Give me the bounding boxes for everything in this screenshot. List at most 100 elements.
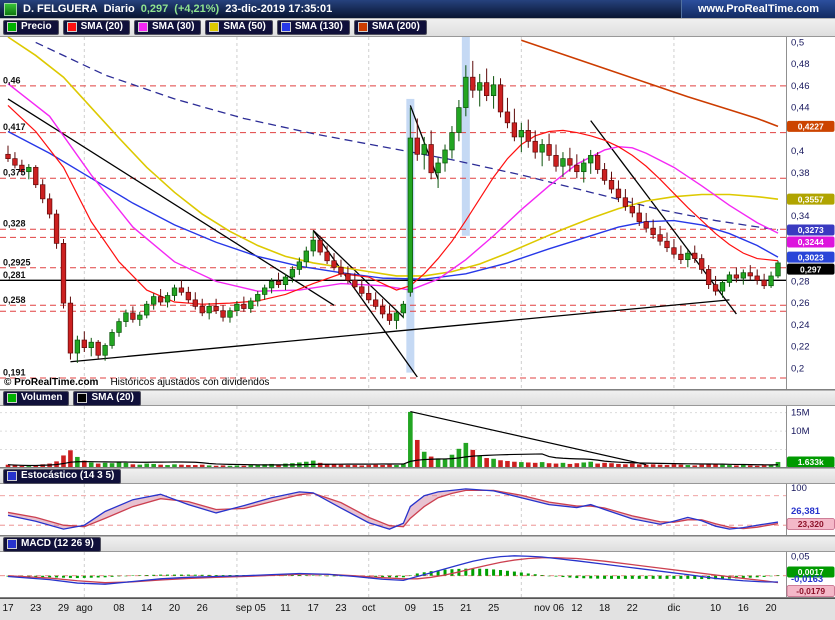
- axis-label: 0,44: [791, 103, 810, 114]
- price-badge-sma200-box: [787, 120, 835, 132]
- candle-body: [477, 82, 483, 91]
- level-label: 0,417: [3, 122, 26, 132]
- volume-panel-legend: Volumen SMA (20): [0, 390, 835, 406]
- candle-body: [574, 164, 580, 173]
- axis-label: -0,0163: [791, 574, 823, 585]
- macd-hist-bar: [401, 575, 405, 578]
- macd-hist-bar: [443, 569, 447, 576]
- volume-bar: [123, 462, 129, 468]
- candle-body: [539, 144, 545, 153]
- stochastic-chart[interactable]: 100 26,381 23,320: [0, 484, 835, 536]
- time-tick-label: dic: [667, 603, 681, 614]
- volume-bar: [539, 462, 545, 468]
- trendline: [312, 229, 404, 318]
- macd-chart[interactable]: 0,05 0,0017-0,0163-0,0179: [0, 552, 835, 598]
- candle-body: [546, 144, 552, 156]
- macd-hist-bar: [68, 575, 72, 578]
- legend-price-sma-200[interactable]: SMA (200): [353, 20, 427, 35]
- price-chart[interactable]: 0,46 0,417 0,375 0,328 0,2925 0,281 0,258 0,191…: [0, 37, 835, 390]
- volume-bar: [387, 464, 392, 468]
- macd-hist-bar: [464, 568, 468, 576]
- price-badge-dashed-ma: 0,3273: [787, 224, 835, 236]
- volume-bar: [671, 464, 677, 468]
- candle-body: [67, 302, 74, 354]
- candle-body: [296, 261, 303, 270]
- macd-hist-bar: [290, 575, 294, 576]
- legend-price-sma-50[interactable]: SMA (50): [205, 20, 273, 35]
- volume-bar: [754, 465, 760, 468]
- volume-bar: [581, 462, 587, 468]
- legend-price-sma-30[interactable]: SMA (30): [134, 20, 202, 35]
- volume-bar: [269, 463, 274, 468]
- candle-body: [678, 253, 684, 261]
- volume-bar: [678, 464, 684, 468]
- volume-bar: [12, 465, 18, 468]
- candle-body: [705, 269, 712, 285]
- candle-body: [359, 286, 365, 294]
- price-panel: 0,46 0,417 0,375 0,328 0,2925 0,281 0,258 0,191…: [0, 37, 835, 390]
- time-tick-label: 17: [2, 603, 14, 614]
- candle-body: [338, 266, 344, 275]
- candle-body: [525, 130, 531, 142]
- macd-hist-bar: [186, 574, 190, 576]
- legend-stochastic-estoc-stico-14-3-5[interactable]: Estocástico (14 3 5): [3, 468, 122, 484]
- legend-price-precio[interactable]: Precio: [3, 20, 59, 35]
- time-tick-label: sep 05: [235, 603, 266, 614]
- copyright-text: Históricos ajustados con dividendos: [110, 377, 270, 388]
- highlight-bar: [461, 37, 470, 236]
- prorealtime-link[interactable]: www.ProRealTime.com: [680, 0, 835, 18]
- volume-bar: [88, 462, 94, 468]
- candle-body: [5, 153, 11, 159]
- macd-hist-bar: [110, 575, 114, 577]
- volume-badge: 1.633k: [787, 456, 835, 468]
- trendline: [70, 299, 730, 363]
- legend-macd-macd-12-26-9[interactable]: MACD (12 26 9): [3, 536, 101, 552]
- macd-hist-bar: [769, 575, 773, 577]
- stochastic-panel-legend: Estocástico (14 3 5): [0, 468, 835, 484]
- volume-bar: [206, 465, 212, 468]
- volume-bar: [720, 464, 725, 468]
- price-badge-last-price: 0,297: [787, 263, 835, 275]
- candle-body: [699, 258, 705, 270]
- candle-body: [26, 166, 32, 173]
- time-tick-label: 12: [571, 603, 583, 614]
- legend-price-sma-130[interactable]: SMA (130): [276, 20, 350, 35]
- volume-bar: [512, 461, 517, 468]
- level-label: 0,375: [3, 168, 26, 178]
- volume-bar: [262, 464, 267, 468]
- volume-sma-line: [7, 453, 779, 467]
- macd-panel-legend: MACD (12 26 9): [0, 536, 835, 552]
- candle-body: [629, 206, 635, 214]
- macd-hist-bar: [471, 568, 475, 576]
- macd-hist-bar: [478, 568, 482, 576]
- candle-body: [116, 321, 122, 333]
- macd-hist-bar: [755, 575, 759, 578]
- macd-hist-bar: [596, 575, 600, 579]
- candle-body: [241, 303, 247, 309]
- candle-body: [747, 272, 753, 277]
- candle-body: [775, 262, 781, 277]
- volume-bar: [616, 463, 621, 468]
- legend-swatch-icon: [280, 22, 291, 32]
- legend-label: SMA (20): [80, 21, 123, 32]
- stoch-badge: 23,320: [786, 518, 835, 530]
- candle-body: [518, 130, 524, 138]
- candle-body: [726, 274, 733, 283]
- macd-hist-bar: [575, 575, 579, 579]
- volume-chart[interactable]: 15M 10M 1.633k: [0, 406, 835, 468]
- time-tick-label: 23: [30, 603, 42, 614]
- macd-hist-bar: [297, 575, 301, 576]
- axis-label: 0,05: [791, 552, 810, 563]
- volume-bar: [449, 454, 455, 468]
- legend-volume-sma-20[interactable]: SMA (20): [73, 390, 141, 406]
- level-label: 0,2925: [3, 257, 31, 267]
- candle-body: [636, 212, 642, 222]
- legend-volume-volumen[interactable]: Volumen: [3, 390, 70, 406]
- candle-body: [671, 247, 677, 255]
- legend-swatch-icon: [66, 22, 77, 32]
- candle-body: [130, 312, 136, 320]
- volume-bar: [366, 465, 372, 468]
- macd-hist-bar: [554, 575, 558, 577]
- legend-price-sma-20[interactable]: SMA (20): [62, 20, 130, 35]
- legend-label: Precio: [21, 21, 52, 32]
